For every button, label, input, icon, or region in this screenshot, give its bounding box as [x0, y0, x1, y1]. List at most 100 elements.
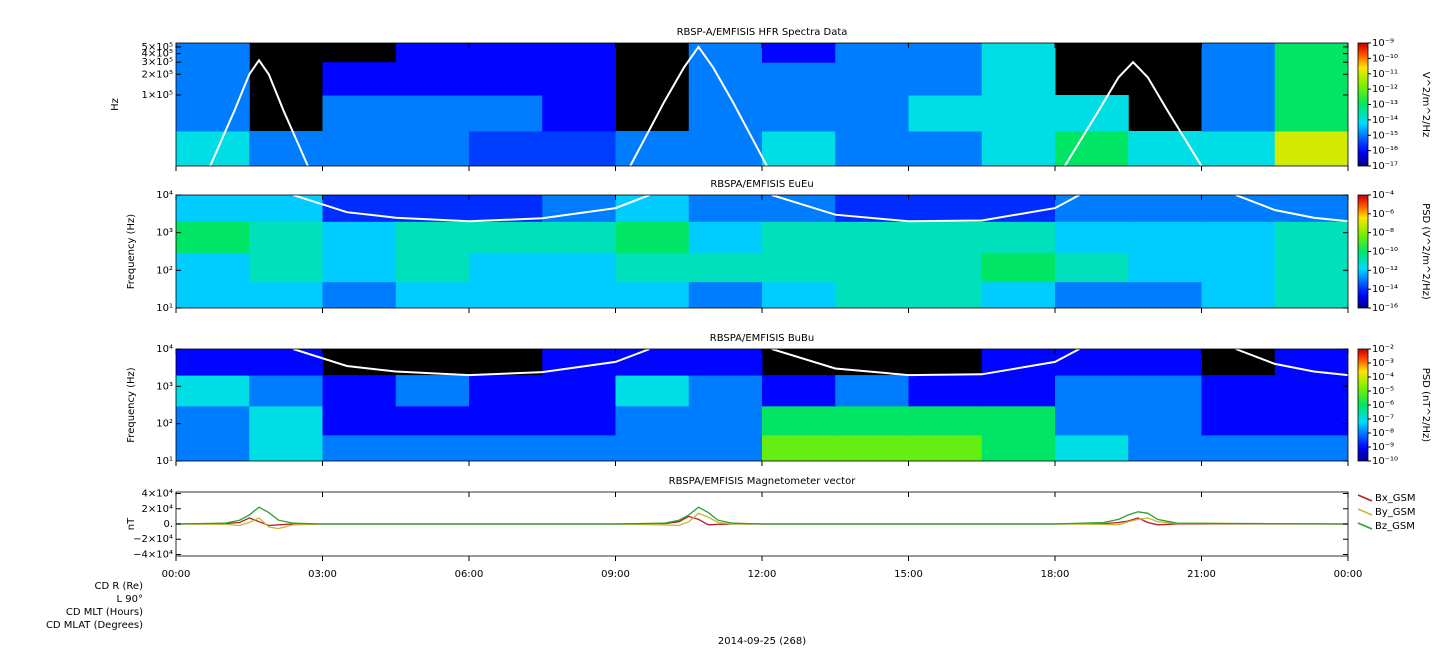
- plot-area: [176, 43, 1348, 166]
- y-tick-label: −2×10⁴: [133, 534, 173, 545]
- colorbar-tick-label: 10⁻¹⁰: [1372, 247, 1398, 258]
- spectrogram-cell: [615, 434, 690, 461]
- spectrogram-cell: [1201, 405, 1276, 436]
- colorbar-tick-label: 10⁻¹⁰: [1372, 456, 1398, 467]
- spectrogram-cell: [1055, 130, 1129, 166]
- spectrogram-cell: [835, 252, 909, 283]
- x-tick-label: 21:00: [1187, 569, 1216, 580]
- panel-title: RBSPA/EMFISIS BuBu: [710, 333, 814, 344]
- spectrogram-cell: [981, 130, 1056, 166]
- colorbar-tick-label: 10⁻¹⁷: [1372, 161, 1398, 172]
- spectrogram-cell: [542, 375, 616, 407]
- x-tick-label: 18:00: [1041, 569, 1070, 580]
- spectrogram-cell: [762, 434, 836, 461]
- spectrogram-cell: [1128, 434, 1202, 461]
- overlay-line: [209, 58, 309, 166]
- overlay-line: [771, 195, 1080, 223]
- spectrogram-cell: [1055, 375, 1129, 407]
- spectrogram-cell: [1201, 221, 1276, 253]
- spectrogram-cell: [469, 375, 543, 407]
- spectrogram-cell: [615, 375, 690, 407]
- x-tick-label: 12:00: [748, 569, 777, 580]
- spectrogram-cell: [908, 405, 983, 436]
- spectrogram-cell: [908, 281, 983, 308]
- overlay-line: [1235, 349, 1348, 377]
- colorbar-tick-label: 10⁻⁴: [1372, 190, 1394, 201]
- spectrogram-cell: [762, 43, 836, 63]
- spectrogram-cell: [835, 281, 909, 308]
- spectrogram-cell: [762, 405, 836, 436]
- spectrogram-cell: [1201, 130, 1276, 166]
- y-tick-label: 0.: [163, 519, 173, 530]
- colorbar-tick-label: 10⁻⁶: [1372, 209, 1394, 220]
- spectrogram-cell: [762, 252, 836, 283]
- y-tick-label: 2×10⁴: [142, 504, 173, 515]
- spectrogram-cell: [1274, 221, 1348, 253]
- y-tick-label: 3×10⁵: [142, 57, 173, 68]
- spectrogram-cell: [615, 221, 690, 253]
- spectrogram-cell: [176, 221, 250, 253]
- y-axis-label: Frequency (Hz): [126, 214, 137, 290]
- series-line: [176, 512, 1348, 530]
- y-tick-label: 10⁴: [156, 190, 173, 201]
- plot-area: [176, 506, 1348, 530]
- spectrogram-cell: [762, 221, 836, 253]
- spectrogram-cell: [1055, 281, 1129, 308]
- spectrogram-cell: [1055, 405, 1129, 436]
- spectrogram-cell: [615, 130, 690, 166]
- spectrogram-cell: [981, 43, 1056, 63]
- spectrogram-cell: [1274, 375, 1348, 407]
- spectrogram-cell: [688, 281, 763, 308]
- spectrogram-cell: [249, 434, 323, 461]
- spectrogram-cell: [395, 62, 470, 96]
- y-axis-label: Hz: [110, 98, 121, 111]
- spectrogram-cell: [469, 195, 543, 222]
- overlay-line: [1235, 195, 1348, 223]
- colorbar-label: PSD (V^2/m^2/Hz): [1420, 203, 1431, 300]
- spectrogram-cell: [322, 62, 397, 96]
- colorbar-tick-label: 10⁻¹¹: [1372, 69, 1398, 80]
- spectrogram-cell: [688, 43, 763, 63]
- panel-title: RBSPA/EMFISIS Magnetometer vector: [669, 476, 857, 487]
- spectrogram-cell: [542, 195, 616, 222]
- colorbar-tick-label: 10⁻⁹: [1372, 38, 1394, 49]
- spectrogram-cell: [176, 349, 250, 376]
- spectrogram-cell: [249, 130, 323, 166]
- panel-title: RBSPA/EMFISIS EuEu: [710, 179, 813, 190]
- spectrogram-cell: [1201, 43, 1276, 63]
- spectrogram-cell: [688, 375, 763, 407]
- spectrogram-cell: [981, 434, 1056, 461]
- spectrogram-cell: [835, 62, 909, 96]
- spectrogram-cell: [176, 281, 250, 308]
- spectrogram-cell: [981, 195, 1056, 222]
- colorbar-tick-label: 10⁻¹²: [1372, 84, 1398, 95]
- spectrogram-cell: [981, 349, 1056, 376]
- colorbar-tick-label: 10⁻¹⁶: [1372, 146, 1398, 157]
- spectrogram-cell: [395, 434, 470, 461]
- x-tick-label: 00:00: [1334, 569, 1363, 580]
- spectrogram-cell: [908, 375, 983, 407]
- spectrogram-cell: [835, 221, 909, 253]
- spectrogram-cell: [1201, 252, 1276, 283]
- colorbar-tick-label: 10⁻³: [1372, 358, 1394, 369]
- spectrogram-cell: [469, 405, 543, 436]
- spectrogram-cell: [1274, 281, 1348, 308]
- colorbar-label: PSD (nT^2/Hz): [1420, 368, 1431, 442]
- spectrogram-cell: [322, 405, 397, 436]
- spectrogram-cell: [688, 349, 763, 376]
- y-tick-label: 10²: [156, 265, 173, 276]
- plot-area: [176, 195, 1348, 308]
- spectrogram-cell: [835, 375, 909, 407]
- spectrogram-cell: [322, 95, 397, 132]
- series-line: [176, 506, 1348, 525]
- legend-swatch: [1357, 522, 1373, 530]
- spectrogram-cell: [908, 221, 983, 253]
- x-tick-label: 09:00: [601, 569, 630, 580]
- overlay-line: [1063, 60, 1203, 166]
- spectrogram-cell: [1128, 349, 1202, 376]
- spectrogram-cell: [395, 375, 470, 407]
- colorbar: [1357, 348, 1369, 462]
- spectrogram-cell: [322, 434, 397, 461]
- spectrogram-cell: [908, 130, 983, 166]
- spectrogram-cell: [615, 349, 690, 376]
